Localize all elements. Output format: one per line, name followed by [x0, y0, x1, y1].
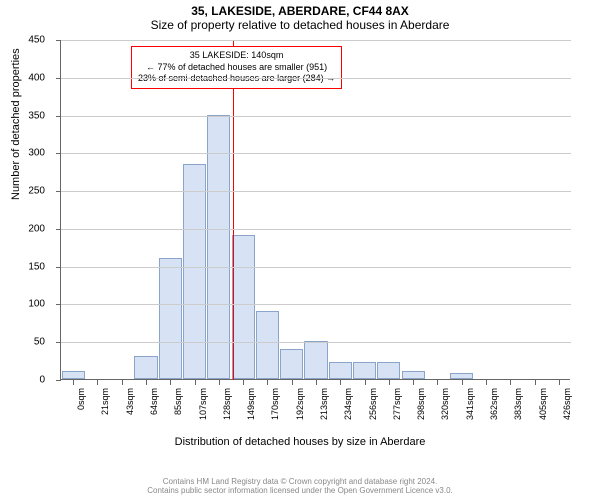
x-tick-mark	[219, 380, 220, 385]
x-tick-label: 21sqm	[100, 388, 110, 438]
x-tick-label: 0sqm	[76, 388, 86, 438]
x-tick-mark	[413, 380, 414, 385]
annotation-line3: 23% of semi-detached houses are larger (…	[138, 73, 335, 85]
x-tick-mark	[510, 380, 511, 385]
histogram-bar	[280, 349, 303, 379]
y-axis-label: Number of detached properties	[10, 48, 22, 200]
histogram-bar	[450, 373, 473, 379]
x-tick-mark	[437, 380, 438, 385]
annotation-line2: ← 77% of detached houses are smaller (95…	[138, 62, 335, 74]
x-tick-label: 256sqm	[368, 388, 378, 438]
x-tick-label: 170sqm	[270, 388, 280, 438]
y-tick-label: 300	[15, 148, 45, 159]
reference-line	[233, 40, 234, 380]
y-tick-label: 50	[15, 337, 45, 348]
y-tick-label: 450	[15, 35, 45, 46]
x-tick-label: 43sqm	[125, 388, 135, 438]
x-tick-label: 362sqm	[489, 388, 499, 438]
y-tick-mark	[56, 267, 61, 268]
x-tick-mark	[170, 380, 171, 385]
annotation-line1: 35 LAKESIDE: 140sqm	[138, 50, 335, 62]
x-tick-label: 341sqm	[465, 388, 475, 438]
histogram-bar	[329, 362, 352, 379]
x-tick-label: 85sqm	[173, 388, 183, 438]
x-tick-label: 298sqm	[416, 388, 426, 438]
x-tick-mark	[340, 380, 341, 385]
y-tick-label: 150	[15, 261, 45, 272]
histogram-bar	[304, 341, 327, 379]
x-tick-mark	[267, 380, 268, 385]
x-tick-label: 192sqm	[295, 388, 305, 438]
x-tick-label: 277sqm	[392, 388, 402, 438]
chart-container: 35 LAKESIDE: 140sqm ← 77% of detached ho…	[60, 40, 570, 420]
grid-line	[61, 153, 571, 154]
grid-line	[61, 304, 571, 305]
y-tick-mark	[56, 304, 61, 305]
y-tick-mark	[56, 40, 61, 41]
footer-line2: Contains public sector information licen…	[0, 486, 600, 496]
y-tick-label: 200	[15, 223, 45, 234]
x-tick-label: 320sqm	[440, 388, 450, 438]
x-tick-label: 107sqm	[198, 388, 208, 438]
y-tick-mark	[56, 191, 61, 192]
x-tick-mark	[292, 380, 293, 385]
y-tick-label: 350	[15, 110, 45, 121]
x-tick-mark	[122, 380, 123, 385]
histogram-bar	[256, 311, 279, 379]
x-tick-label: 64sqm	[149, 388, 159, 438]
y-tick-label: 0	[15, 375, 45, 386]
x-tick-label: 234sqm	[343, 388, 353, 438]
histogram-bar	[353, 362, 376, 379]
x-tick-mark	[535, 380, 536, 385]
x-tick-mark	[97, 380, 98, 385]
histogram-bar	[183, 164, 206, 379]
grid-line	[61, 342, 571, 343]
grid-line	[61, 116, 571, 117]
y-tick-mark	[56, 116, 61, 117]
x-tick-mark	[389, 380, 390, 385]
y-tick-label: 100	[15, 299, 45, 310]
x-tick-label: 213sqm	[319, 388, 329, 438]
annotation-box: 35 LAKESIDE: 140sqm ← 77% of detached ho…	[131, 46, 342, 89]
x-tick-label: 128sqm	[222, 388, 232, 438]
histogram-bar	[62, 371, 85, 379]
x-tick-label: 405sqm	[538, 388, 548, 438]
histogram-bar	[232, 235, 255, 379]
chart-title-main: 35, LAKESIDE, ABERDARE, CF44 8AX	[0, 4, 600, 18]
chart-title-sub: Size of property relative to detached ho…	[0, 18, 600, 32]
y-tick-mark	[56, 153, 61, 154]
x-tick-mark	[486, 380, 487, 385]
grid-line	[61, 229, 571, 230]
histogram-bar	[134, 356, 157, 379]
plot-area: 35 LAKESIDE: 140sqm ← 77% of detached ho…	[60, 40, 570, 380]
y-tick-mark	[56, 78, 61, 79]
x-tick-mark	[559, 380, 560, 385]
grid-line	[61, 191, 571, 192]
x-tick-label: 426sqm	[562, 388, 572, 438]
x-tick-mark	[195, 380, 196, 385]
histogram-bar	[159, 258, 182, 379]
x-tick-mark	[146, 380, 147, 385]
grid-line	[61, 78, 571, 79]
x-tick-mark	[316, 380, 317, 385]
x-tick-label: 383sqm	[513, 388, 523, 438]
y-tick-label: 400	[15, 72, 45, 83]
grid-line	[61, 267, 571, 268]
x-tick-label: 149sqm	[246, 388, 256, 438]
footer-attribution: Contains HM Land Registry data © Crown c…	[0, 477, 600, 496]
y-tick-mark	[56, 342, 61, 343]
x-tick-mark	[365, 380, 366, 385]
y-tick-mark	[56, 380, 61, 381]
x-tick-mark	[73, 380, 74, 385]
grid-line	[61, 40, 571, 41]
histogram-bar	[402, 371, 425, 379]
histogram-bar	[377, 362, 400, 379]
y-tick-label: 250	[15, 186, 45, 197]
y-tick-mark	[56, 229, 61, 230]
footer-line1: Contains HM Land Registry data © Crown c…	[0, 477, 600, 487]
x-tick-mark	[462, 380, 463, 385]
x-tick-mark	[243, 380, 244, 385]
